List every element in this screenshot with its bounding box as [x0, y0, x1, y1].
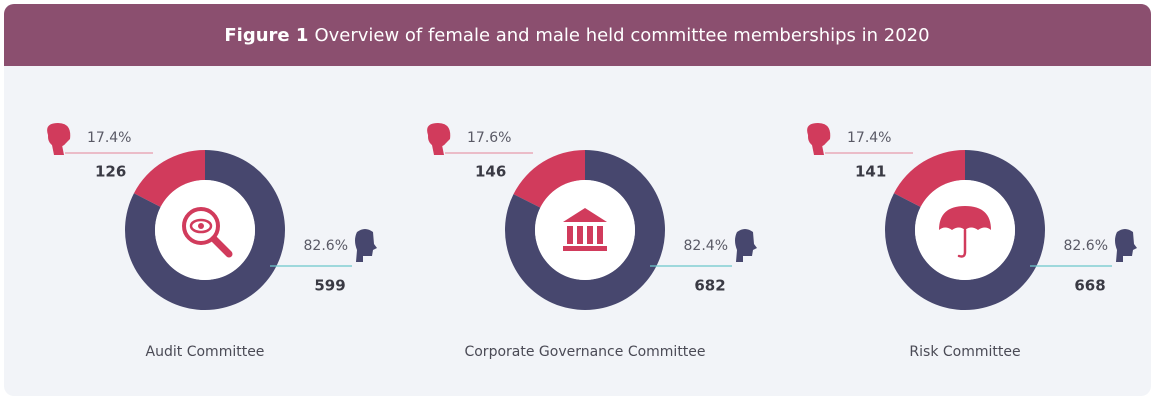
chart-title: Risk Committee [909, 344, 1020, 360]
icon-hair [47, 123, 71, 143]
male-segment [505, 150, 665, 310]
male-icon [735, 229, 757, 262]
female-percent: 17.4% [847, 130, 891, 146]
eye [189, 218, 213, 234]
female-count: 141 [855, 163, 886, 181]
male-percent: 82.6% [1064, 238, 1108, 254]
icon-neck [52, 145, 64, 155]
center-icon [939, 206, 991, 258]
shaft [957, 228, 967, 258]
canopy [939, 206, 991, 230]
roof [563, 208, 607, 222]
male-count: 668 [1074, 277, 1105, 295]
male-count: 682 [694, 277, 725, 295]
female-segment [513, 150, 585, 208]
female-icon [807, 123, 831, 155]
column [597, 226, 603, 244]
female-segment [133, 150, 205, 208]
icon-hair [807, 123, 831, 143]
female-count: 126 [95, 163, 126, 181]
column [577, 226, 583, 244]
center-icon [563, 208, 607, 251]
icon-head [1115, 229, 1137, 262]
donut-hole [535, 180, 635, 280]
chart-title: Corporate Governance Committee [464, 344, 705, 360]
figure-label: Figure 1 [224, 25, 308, 46]
female-percent: 17.4% [87, 130, 131, 146]
center-icon [182, 207, 233, 258]
header-title: Overview of female and male held committ… [314, 25, 929, 46]
icon-neck [812, 145, 824, 155]
male-segment [125, 150, 285, 310]
male-percent: 82.4% [684, 238, 728, 254]
column [567, 226, 573, 244]
female-segment [893, 150, 965, 208]
male-icon [1115, 229, 1137, 262]
column [587, 226, 593, 244]
charts: 17.4% 126 82.6% 599 Audit Committee 17.6% 146 8… [47, 123, 1137, 360]
male-count: 599 [314, 277, 345, 295]
male-segment [885, 150, 1046, 310]
icon-head [735, 229, 757, 262]
male-percent: 82.6% [304, 238, 348, 254]
lens [182, 207, 220, 245]
icon-hair [427, 123, 451, 143]
icon-head [355, 229, 377, 262]
male-icon [355, 229, 377, 262]
icon-neck [432, 145, 444, 155]
donut-hole [155, 180, 255, 280]
chart-title: Audit Committee [146, 344, 265, 360]
female-icon [427, 123, 451, 155]
female-icon [47, 123, 71, 155]
base [563, 246, 607, 251]
header: Figure 1 Overview of female and male held… [224, 25, 929, 46]
header-band [4, 4, 1151, 66]
female-percent: 17.6% [467, 130, 511, 146]
pupil [198, 223, 204, 229]
female-count: 146 [475, 163, 506, 181]
handle [210, 235, 233, 258]
